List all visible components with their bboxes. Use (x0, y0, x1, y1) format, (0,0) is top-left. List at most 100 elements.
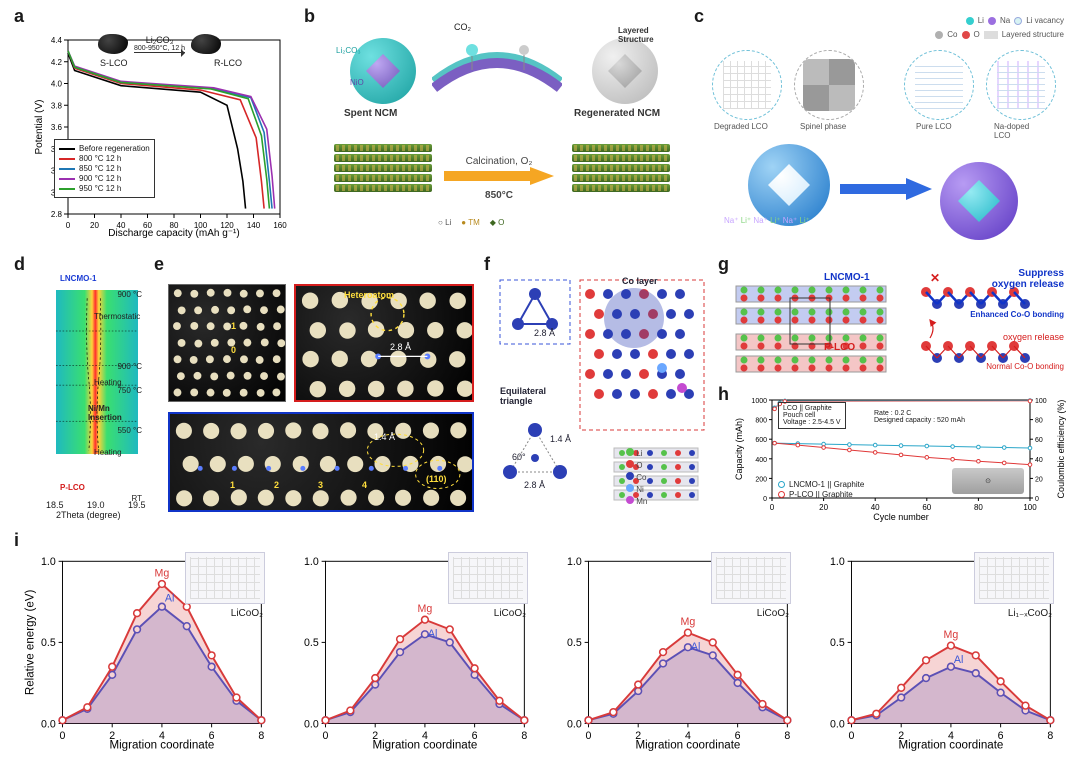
svg-text:0.5: 0.5 (830, 637, 845, 649)
leg-li: Li (445, 218, 451, 227)
calcination-arrow: Calcination, O₂ 850°C (444, 156, 554, 201)
inset-right: R-LCO (214, 58, 242, 68)
svg-text:8: 8 (521, 730, 527, 742)
panel-e-haadf: 1 0 Heteroatom 2.8 Å 1.4 Å (110) 1 2 3 4 (168, 272, 474, 520)
svg-text:2.8: 2.8 (51, 210, 63, 219)
svg-text:0: 0 (763, 496, 767, 503)
svg-text:40: 40 (1035, 457, 1043, 464)
svg-text:Migration coordinate: Migration coordinate (898, 740, 1003, 752)
c-pure-cap: Pure LCO (916, 122, 952, 131)
f-co-layer: Co layer (622, 276, 658, 286)
svg-text:3.8: 3.8 (51, 101, 63, 110)
svg-text:Coulombic efficiency (%): Coulombic efficiency (%) (1056, 400, 1066, 499)
panel-c-na-doping-schematic: Li Na Li vacancy Co O Layered structure … (708, 16, 1068, 238)
panel-a-discharge-curves: 0204060801001201401602.83.03.23.43.63.84… (28, 28, 288, 238)
svg-text:Al: Al (428, 628, 437, 640)
panel-h-legend: LNCMO-1 || GraphiteP-LCO || Graphite (778, 479, 864, 500)
svg-text:0: 0 (849, 730, 855, 742)
svg-text:✕: ✕ (930, 271, 940, 285)
inset-left: S-LCO (100, 58, 128, 68)
svg-text:Mg: Mg (418, 603, 433, 615)
g-suppress: Suppress oxygen release (992, 268, 1064, 290)
g-lncmo: LNCMO-1 (824, 272, 870, 283)
svg-text:8: 8 (784, 730, 790, 742)
svg-text:0.5: 0.5 (304, 637, 319, 649)
arrow-bot-text: 850°C (444, 190, 554, 201)
svg-text:4.4: 4.4 (51, 36, 63, 45)
arrow-top-text: Calcination, O₂ (444, 156, 554, 167)
svg-text:0: 0 (586, 730, 592, 742)
pouch-cell-photo: ⊙ (952, 468, 1024, 494)
label-f: f (484, 254, 490, 275)
svg-text:80: 80 (974, 503, 983, 512)
panel-b-legend: ○ Li ● TM ◆ O (438, 218, 504, 227)
e-d28: 2.8 Å (390, 342, 411, 352)
svg-text:100: 100 (1035, 398, 1047, 405)
c-na-cap: Na-doped LCO (994, 122, 1029, 140)
panel-g-bonding-schematic: ✕ LNCMO-1 P-LCO Suppress oxygen release … (730, 268, 1070, 378)
label-h: h (718, 384, 729, 405)
panel-b-ncm-regen-schematic: Li₂CO₃ NiO Spent NCM Regenerated NCM Lay… (320, 16, 680, 238)
svg-text:60: 60 (1035, 437, 1043, 444)
svg-text:1.0: 1.0 (304, 556, 319, 568)
label-e: e (154, 254, 164, 275)
svg-text:80: 80 (1035, 418, 1043, 425)
h-box: LCO || Graphite Pouch cell Voltage : 2.5… (778, 402, 846, 429)
svg-text:Migration coordinate: Migration coordinate (372, 740, 477, 752)
svg-text:Discharge capacity (mAh g⁻¹): Discharge capacity (mAh g⁻¹) (108, 228, 239, 238)
f-d14: 1.4 Å (550, 434, 571, 444)
svg-text:0.0: 0.0 (41, 718, 56, 730)
svg-text:3.6: 3.6 (51, 123, 63, 132)
panel-d-insitu-xrd: LNCMO-1 P-LCO Thermostatic Heating Ni/Mn… (20, 272, 146, 520)
g-normal: Normal Co-O bonding (986, 362, 1064, 371)
stack-left (334, 144, 432, 192)
svg-text:Potential (V): Potential (V) (34, 99, 45, 154)
f-ang: 60° (512, 452, 526, 462)
g-plco: P-LCO (824, 342, 855, 353)
panel-a-legend: Before regeneration800 °C 12 h850 °C 12 … (54, 139, 155, 198)
e-d14: 1.4 Å (374, 432, 395, 442)
svg-text:1.0: 1.0 (41, 556, 56, 568)
e-r3: 3 (318, 480, 323, 490)
e-r2: 2 (274, 480, 279, 490)
li2co3-tag: Li₂CO₃ (336, 46, 361, 55)
mic-topright-svg (296, 286, 472, 403)
d-stage-2: Ni/Mn Insertion (88, 404, 122, 422)
c-na-lab: Na (1000, 16, 1010, 25)
leg-o: O (498, 218, 504, 227)
c-spinel-cap: Spinel phase (800, 122, 846, 131)
svg-text:0.5: 0.5 (567, 637, 582, 649)
svg-text:140: 140 (247, 221, 261, 230)
c-li-lab: Li (978, 16, 984, 25)
svg-text:600: 600 (755, 437, 767, 444)
c-o-lab: O (974, 30, 980, 39)
panel-h-cycling: 0204060801000200400600800100002040608010… (730, 394, 1070, 522)
e-r4: 4 (362, 480, 367, 490)
d-tag-top: LNCMO-1 (60, 274, 96, 283)
c-arrow (840, 174, 932, 204)
svg-text:Mg: Mg (944, 629, 959, 641)
svg-text:Al: Al (691, 641, 700, 653)
d-stage-3: Heating (94, 448, 122, 457)
svg-text:Migration coordinate: Migration coordinate (635, 740, 740, 752)
inset-mid: Li₂CO₃ (134, 35, 185, 45)
f-eqtri: Equilateral triangle (500, 386, 546, 406)
panel-f-legend: Li O Co Ni Mn (626, 448, 647, 508)
svg-text:400: 400 (755, 457, 767, 464)
e-col1: 1 (231, 321, 236, 331)
svg-text:0.5: 0.5 (41, 637, 56, 649)
label-g: g (718, 254, 729, 275)
leg-tm: TM (468, 218, 480, 227)
arc-schematic (432, 30, 562, 96)
svg-text:0: 0 (60, 730, 66, 742)
svg-text:Cycle number: Cycle number (873, 512, 929, 522)
svg-text:60: 60 (922, 503, 931, 512)
svg-text:8: 8 (258, 730, 264, 742)
svg-text:Mg: Mg (681, 616, 696, 628)
f-d28a: 2.8 Å (534, 328, 555, 338)
svg-text:20: 20 (90, 221, 99, 230)
svg-text:160: 160 (273, 221, 287, 230)
e-r1: 1 (230, 480, 235, 490)
svg-text:Migration coordinate: Migration coordinate (109, 740, 214, 752)
svg-text:1000: 1000 (751, 398, 767, 405)
